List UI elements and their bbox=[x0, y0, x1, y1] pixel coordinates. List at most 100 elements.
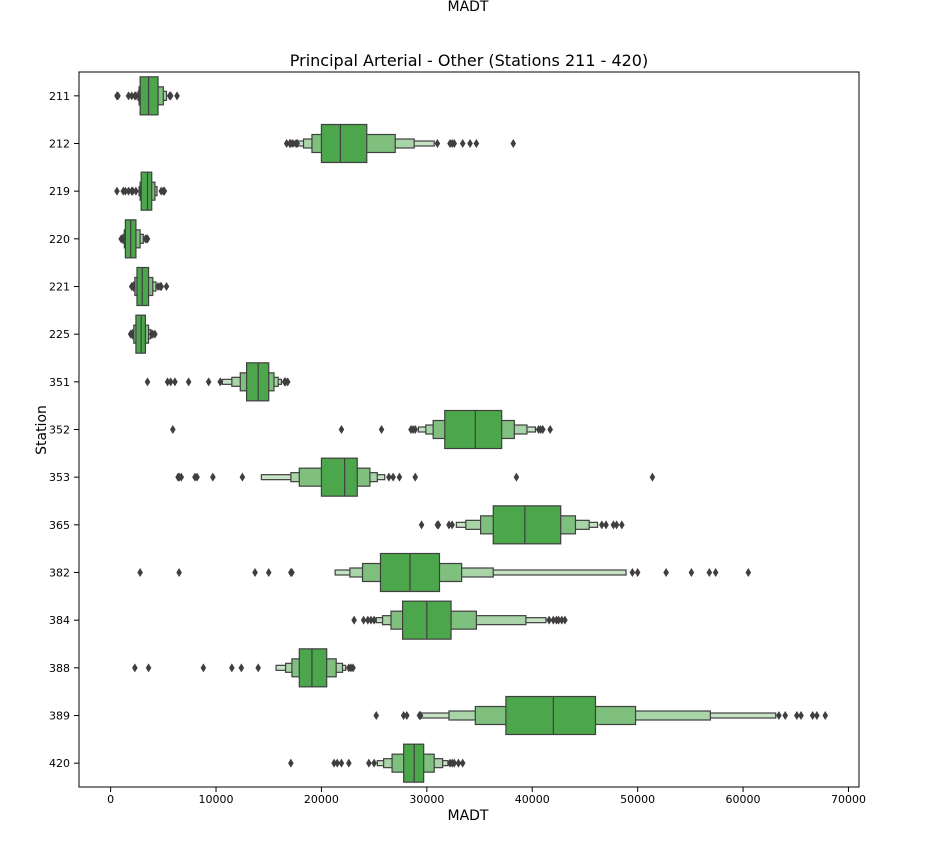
station-388-outlier bbox=[238, 663, 245, 673]
station-382-outlier bbox=[265, 568, 272, 577]
station-420-outlier bbox=[366, 758, 372, 768]
station-352-outlier bbox=[547, 425, 553, 434]
station-365-outlier bbox=[446, 520, 452, 530]
station-389-outlier bbox=[404, 711, 410, 720]
station-212-outlier bbox=[451, 139, 458, 148]
y-tick-label: 382 bbox=[49, 567, 70, 580]
y-tick-label: 420 bbox=[49, 757, 70, 770]
station-389-outlier bbox=[798, 711, 804, 720]
station-212-outlier bbox=[294, 139, 300, 148]
x-tick-label: 20000 bbox=[304, 793, 339, 806]
station-389-outlier bbox=[417, 711, 424, 720]
station-221-outlier bbox=[129, 282, 136, 291]
station-389-box-level-1 bbox=[505, 695, 597, 736]
station-388-outlier bbox=[200, 663, 207, 673]
station-384-outlier bbox=[360, 615, 367, 625]
station-220-outlier bbox=[144, 234, 151, 244]
station-219-outlier bbox=[122, 186, 129, 196]
station-219-outlier bbox=[125, 186, 132, 196]
station-212-box-level-1 bbox=[320, 123, 368, 164]
station-389-outlier bbox=[776, 711, 782, 720]
x-tick-label: 30000 bbox=[409, 793, 444, 806]
y-tick-label: 221 bbox=[49, 281, 70, 294]
station-221-outlier bbox=[158, 282, 165, 291]
station-225-outlier bbox=[152, 329, 158, 339]
station-382-outlier bbox=[634, 568, 641, 577]
y-tick-label: 353 bbox=[49, 471, 70, 484]
station-420-outlier bbox=[455, 758, 462, 768]
station-351-outlier bbox=[217, 377, 224, 387]
station-220-outlier bbox=[119, 234, 126, 244]
x-tick-label: 50000 bbox=[620, 793, 655, 806]
chart-suptitle: MADT bbox=[448, 0, 489, 15]
station-384-outlier bbox=[555, 615, 562, 625]
station-351-outlier bbox=[164, 377, 171, 387]
station-212-outlier bbox=[459, 139, 466, 148]
station-389-outlier bbox=[782, 711, 789, 720]
y-tick-label: 384 bbox=[49, 614, 70, 627]
station-352-outlier bbox=[378, 425, 385, 434]
station-365-outlier bbox=[449, 520, 455, 530]
plot-frame bbox=[78, 71, 860, 788]
station-365-outlier bbox=[610, 520, 617, 530]
station-219-box-level-1 bbox=[140, 171, 153, 211]
station-384-outlier bbox=[546, 615, 552, 625]
station-382-outlier bbox=[176, 568, 182, 577]
station-389-outlier bbox=[794, 711, 800, 720]
station-353-outlier bbox=[649, 472, 656, 482]
station-352-outlier bbox=[338, 425, 345, 434]
station-211-outlier bbox=[125, 91, 132, 101]
station-211-outlier bbox=[115, 91, 121, 101]
station-384-outlier bbox=[368, 615, 374, 625]
station-212-outlier bbox=[473, 139, 480, 148]
y-tick-label: 389 bbox=[49, 710, 70, 723]
station-211-outlier bbox=[167, 91, 174, 101]
station-212-outlier bbox=[434, 139, 441, 148]
station-365-outlier bbox=[599, 520, 605, 530]
station-219-outlier bbox=[114, 186, 120, 196]
station-353-outlier bbox=[513, 472, 520, 482]
station-384-outlier bbox=[558, 615, 565, 625]
station-211-outlier bbox=[174, 91, 180, 101]
station-353-outlier bbox=[412, 472, 419, 482]
station-225-outlier bbox=[128, 329, 135, 339]
y-tick-label: 352 bbox=[49, 424, 70, 437]
y-tick-label: 219 bbox=[49, 185, 70, 198]
station-389-outlier bbox=[373, 711, 380, 720]
y-tick-label: 211 bbox=[49, 90, 70, 103]
x-axis-label: MADT bbox=[448, 808, 489, 824]
station-388-outlier bbox=[350, 663, 356, 673]
station-219-outlier bbox=[133, 186, 139, 196]
station-420-outlier bbox=[288, 758, 294, 768]
y-tick-label: 351 bbox=[49, 376, 70, 389]
station-353-outlier bbox=[194, 472, 200, 482]
station-211-outlier bbox=[128, 91, 135, 101]
station-212-outlier bbox=[290, 139, 296, 148]
station-420-outlier bbox=[331, 758, 337, 768]
station-388-outlier bbox=[145, 663, 152, 673]
y-tick-label: 365 bbox=[49, 519, 70, 532]
station-352-outlier bbox=[412, 425, 419, 434]
station-382-outlier bbox=[712, 568, 719, 577]
plot-area: 0 10000 20000 30000 40000 50000 60000 70000 211 2… bbox=[49, 76, 866, 806]
station-365-outlier bbox=[603, 520, 609, 530]
station-382-outlier bbox=[629, 568, 636, 577]
station-352-outlier bbox=[170, 425, 176, 434]
station-351-outlier bbox=[167, 377, 174, 387]
station-388-box-level-1 bbox=[298, 648, 328, 688]
station-352-outlier bbox=[539, 425, 546, 434]
station-388-outlier bbox=[255, 663, 261, 673]
station-384-outlier bbox=[365, 615, 371, 625]
station-384-outlier bbox=[550, 615, 557, 625]
station-389-outlier bbox=[400, 711, 407, 720]
station-365-outlier bbox=[613, 520, 620, 530]
y-tick-label: 220 bbox=[49, 233, 70, 246]
station-389-outlier bbox=[814, 711, 820, 720]
station-388-outlier bbox=[229, 663, 235, 673]
y-tick-label: 225 bbox=[49, 328, 70, 341]
station-212-outlier bbox=[467, 139, 473, 148]
station-353-outlier bbox=[396, 472, 403, 482]
station-382-outlier bbox=[252, 568, 258, 577]
station-351-outlier bbox=[284, 377, 291, 387]
